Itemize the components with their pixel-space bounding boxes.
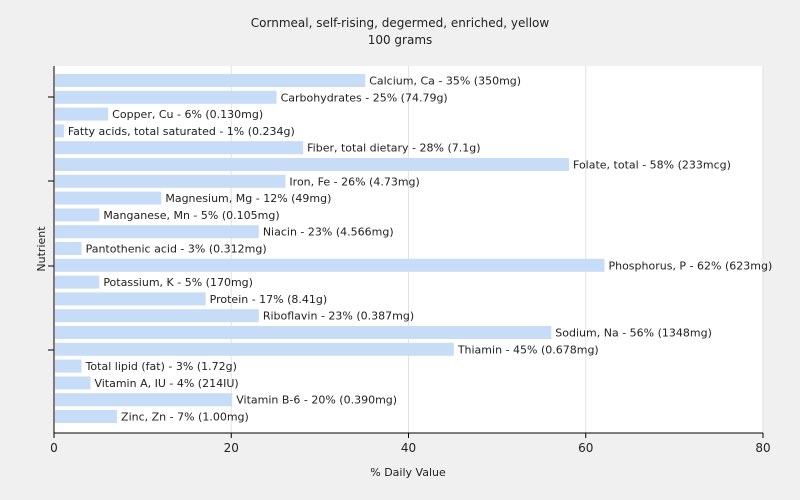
bar [55, 342, 454, 356]
bar-label: Protein - 17% (8.41g) [210, 293, 328, 306]
bar-label: Iron, Fe - 26% (4.73mg) [289, 175, 419, 188]
chart-subtitle: 100 grams [368, 33, 433, 47]
bar [55, 258, 605, 272]
bar [55, 393, 233, 407]
bar-label: Phosphorus, P - 62% (623mg) [608, 259, 772, 272]
bar-label: Niacin - 23% (4.566mg) [263, 226, 394, 239]
bar-label: Manganese, Mn - 5% (0.105mg) [103, 209, 279, 222]
bar [55, 275, 100, 289]
x-tick-label: 60 [578, 441, 593, 455]
bar [55, 410, 118, 423]
bar-label: Thiamin - 45% (0.678mg) [457, 343, 599, 356]
bar-label: Total lipid (fat) - 3% (1.72g) [85, 360, 237, 373]
bar [55, 359, 82, 373]
bar-label: Copper, Cu - 6% (0.130mg) [112, 108, 263, 121]
bar-label: Fiber, total dietary - 28% (7.1g) [307, 142, 480, 155]
bar-label: Potassium, K - 5% (170mg) [103, 276, 253, 289]
bar [55, 107, 109, 121]
bar [55, 225, 259, 239]
bars: Calcium, Ca - 35% (350mg) Carbohydrates -… [55, 74, 772, 424]
bar [55, 124, 64, 138]
bar [55, 141, 304, 155]
bar-label: Calcium, Ca - 35% (350mg) [369, 75, 521, 88]
bar [55, 158, 570, 171]
bar [55, 208, 100, 222]
bar [55, 90, 277, 104]
y-axis-label: Nutrient [35, 226, 48, 272]
x-axis-label: % Daily Value [370, 466, 446, 479]
grid-lines [230, 66, 764, 433]
bar [55, 191, 162, 205]
bar [55, 309, 259, 323]
bar-label: Carbohydrates - 25% (74.79g) [281, 91, 448, 104]
bar-label: Folate, total - 58% (233mcg) [573, 159, 731, 172]
x-tick-label: 0 [50, 441, 58, 455]
bar [55, 292, 206, 306]
bar-label: Pantothenic acid - 3% (0.312mg) [86, 243, 267, 256]
x-tick-label: 40 [401, 441, 416, 455]
bar [55, 74, 366, 87]
bar [55, 326, 552, 339]
x-tick-label: 80 [755, 441, 770, 455]
bar-label: Vitamin A, IU - 4% (214IU) [94, 377, 238, 390]
bar [55, 242, 82, 255]
bar-label: Vitamin B-6 - 20% (0.390mg) [236, 394, 397, 407]
bar [55, 174, 286, 188]
x-tick-label: 20 [224, 441, 239, 455]
axes: 0 20 40 60 80 [48, 66, 771, 455]
bar-label: Magnesium, Mg - 12% (49mg) [165, 192, 331, 205]
bar-label: Fatty acids, total saturated - 1% (0.234… [68, 125, 295, 138]
bar [55, 376, 91, 390]
bar-label: Sodium, Na - 56% (1348mg) [555, 327, 712, 340]
bar-label: Riboflavin - 23% (0.387mg) [263, 310, 414, 323]
bar-label: Zinc, Zn - 7% (1.00mg) [121, 411, 249, 424]
chart-title: Cornmeal, self-rising, degermed, enriche… [251, 16, 550, 30]
